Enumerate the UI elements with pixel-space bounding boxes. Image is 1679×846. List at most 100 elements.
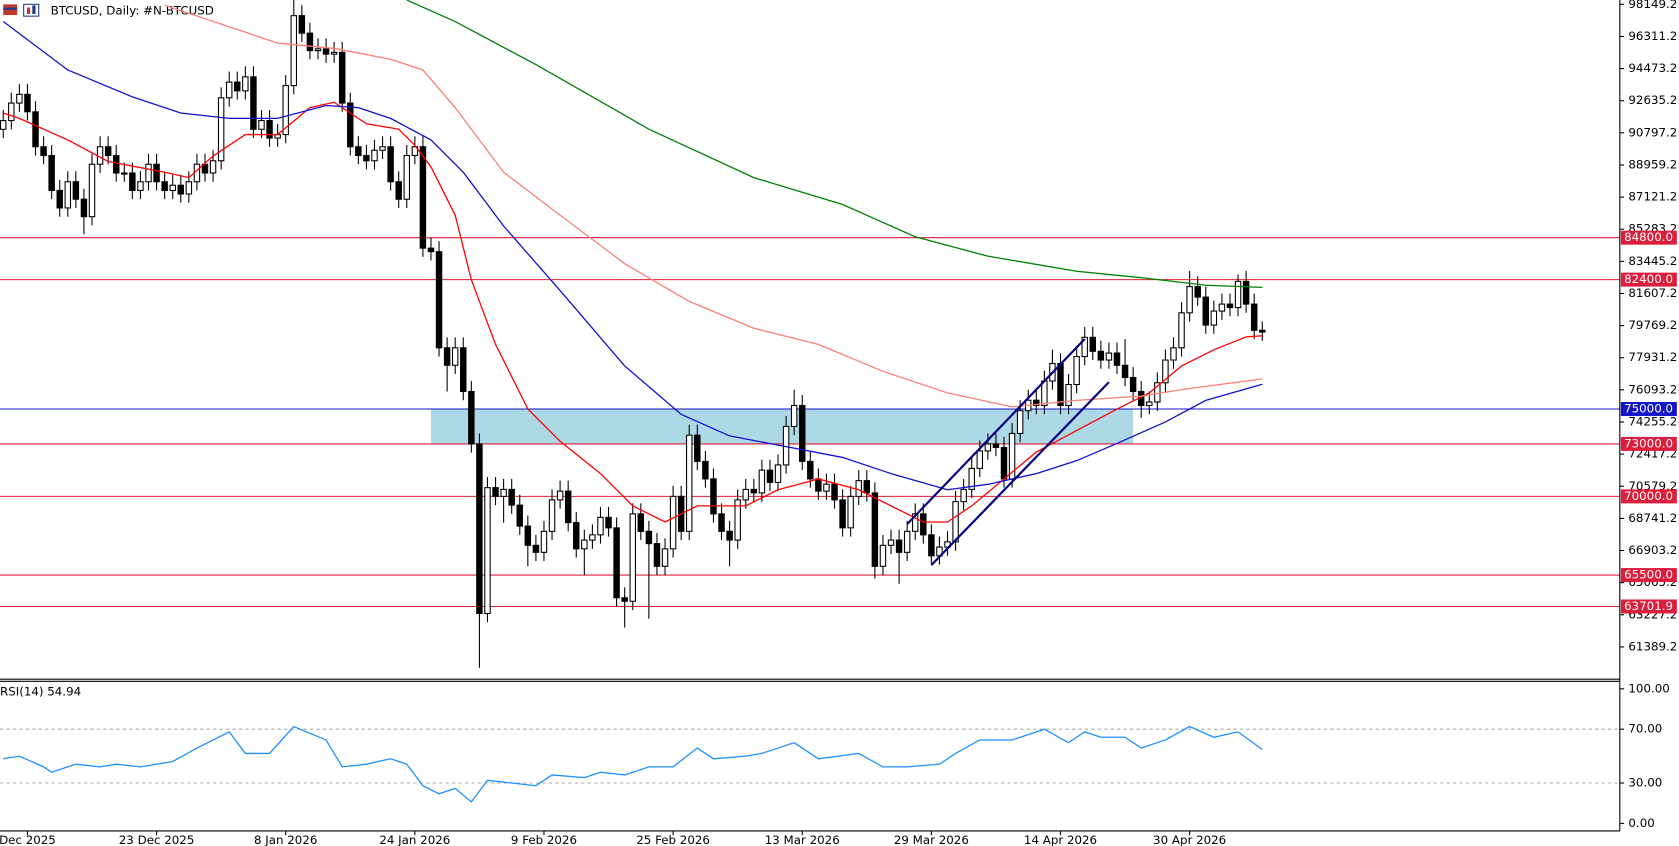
candle-body: [266, 120, 273, 139]
candle-body: [322, 48, 330, 55]
candle-body: [928, 534, 935, 557]
candle-body: [831, 483, 838, 501]
candle-body: [137, 181, 144, 192]
icon: [26, 7, 31, 15]
candle-body: [1250, 303, 1258, 331]
candle-body: [1057, 362, 1064, 407]
candle-body: [153, 163, 160, 183]
candle-body: [903, 530, 911, 553]
candle-body: [193, 163, 201, 183]
level-label-box: [1620, 436, 1677, 451]
rsi-title: RSI(14) 54.94: [0, 685, 81, 699]
candle-body: [387, 146, 394, 183]
x-tick-label: 25 Feb 2026: [636, 833, 710, 846]
candle-body: [1218, 303, 1226, 312]
candle-body: [338, 51, 346, 104]
y-tick-label: 87121.2: [1628, 190, 1677, 204]
candle-body: [952, 501, 959, 543]
y-tick-label: 92635.2: [1628, 93, 1677, 107]
candle-body: [645, 530, 653, 545]
channel-line: [906, 338, 1086, 525]
level-label-box: [1620, 272, 1677, 287]
candle-body: [1234, 280, 1242, 309]
candle-body: [347, 102, 354, 148]
candle-body: [492, 487, 499, 497]
candle-body: [895, 539, 903, 553]
candle-body: [209, 160, 217, 174]
level-label-box: [1620, 401, 1677, 416]
candle-body: [427, 247, 435, 253]
y-tick-label: 70.00: [1628, 722, 1662, 736]
moving-average: [164, 4, 1263, 408]
candle-body: [960, 488, 967, 503]
candle-body: [661, 548, 669, 567]
candle-body: [1154, 382, 1161, 403]
level-label: 73000.0: [1624, 436, 1673, 450]
candle-body: [48, 154, 55, 192]
candle-body: [306, 32, 314, 52]
candle-body: [887, 539, 895, 546]
level-label: 70000.0: [1624, 489, 1673, 503]
candle-body: [694, 434, 701, 462]
candle-body: [104, 146, 112, 157]
level-label: 84800.0: [1624, 230, 1673, 244]
candle-body: [726, 530, 733, 541]
candle-body: [589, 534, 596, 541]
candle-body: [217, 97, 225, 162]
candle-body: [129, 172, 136, 192]
candle-body: [112, 154, 120, 174]
candle-body: [1121, 364, 1129, 379]
rsi-line: [3, 725, 1263, 803]
level-label-box: [1620, 599, 1677, 614]
candle-body: [508, 488, 515, 506]
candle-body: [56, 189, 63, 209]
candle-body: [1016, 410, 1024, 434]
candle-body: [468, 390, 475, 445]
candle-body: [64, 181, 72, 209]
candle-body: [1097, 350, 1105, 361]
level-label-box: [1620, 568, 1677, 583]
candle-body: [992, 443, 1000, 448]
candle-body: [145, 163, 152, 183]
candle-body: [564, 490, 572, 524]
candle-body: [500, 488, 507, 497]
candle-body: [258, 120, 265, 130]
candle-body: [976, 450, 984, 469]
candle-body: [250, 76, 257, 130]
moving-average: [3, 101, 1263, 523]
candle-body: [242, 76, 249, 92]
candle-body: [807, 460, 814, 480]
candle-body: [573, 522, 580, 550]
icon: [23, 3, 40, 17]
y-tick-label: 88959.2: [1628, 157, 1677, 171]
x-tick-label: 29 Mar 2026: [894, 833, 969, 846]
chart-title: BTCUSD, Daily: #N-BTCUSD: [51, 3, 214, 17]
candle-body: [750, 488, 758, 494]
level-label-box: [1620, 230, 1677, 245]
x-tick-label: Dec 2025: [0, 833, 56, 846]
candle-body: [540, 530, 548, 553]
candle-body: [1041, 380, 1048, 407]
candle-body: [734, 499, 741, 541]
candle-body: [40, 146, 47, 157]
x-tick-label: 8 Jan 2026: [254, 833, 317, 846]
y-tick-label: 30.00: [1628, 776, 1662, 790]
candle-body: [1178, 312, 1185, 349]
candle-body: [984, 443, 992, 452]
candle-body: [1089, 336, 1097, 352]
candle-body: [379, 146, 386, 151]
candle-body: [1073, 356, 1080, 386]
candle-body: [742, 488, 749, 501]
candle-body: [548, 499, 556, 532]
y-tick-label: 100.00: [1628, 681, 1669, 695]
moving-average: [2, 21, 1263, 491]
candle-body: [1226, 303, 1234, 309]
candle-body: [72, 181, 80, 200]
y-tick-label: 70579.2: [1628, 479, 1677, 493]
candle-body: [718, 513, 725, 532]
y-tick-label: 74255.2: [1628, 415, 1677, 429]
y-tick-label: 94473.2: [1628, 61, 1677, 75]
candle-body: [1259, 329, 1266, 333]
level-label: 63701.9: [1624, 599, 1673, 613]
candle-body: [1194, 286, 1201, 298]
